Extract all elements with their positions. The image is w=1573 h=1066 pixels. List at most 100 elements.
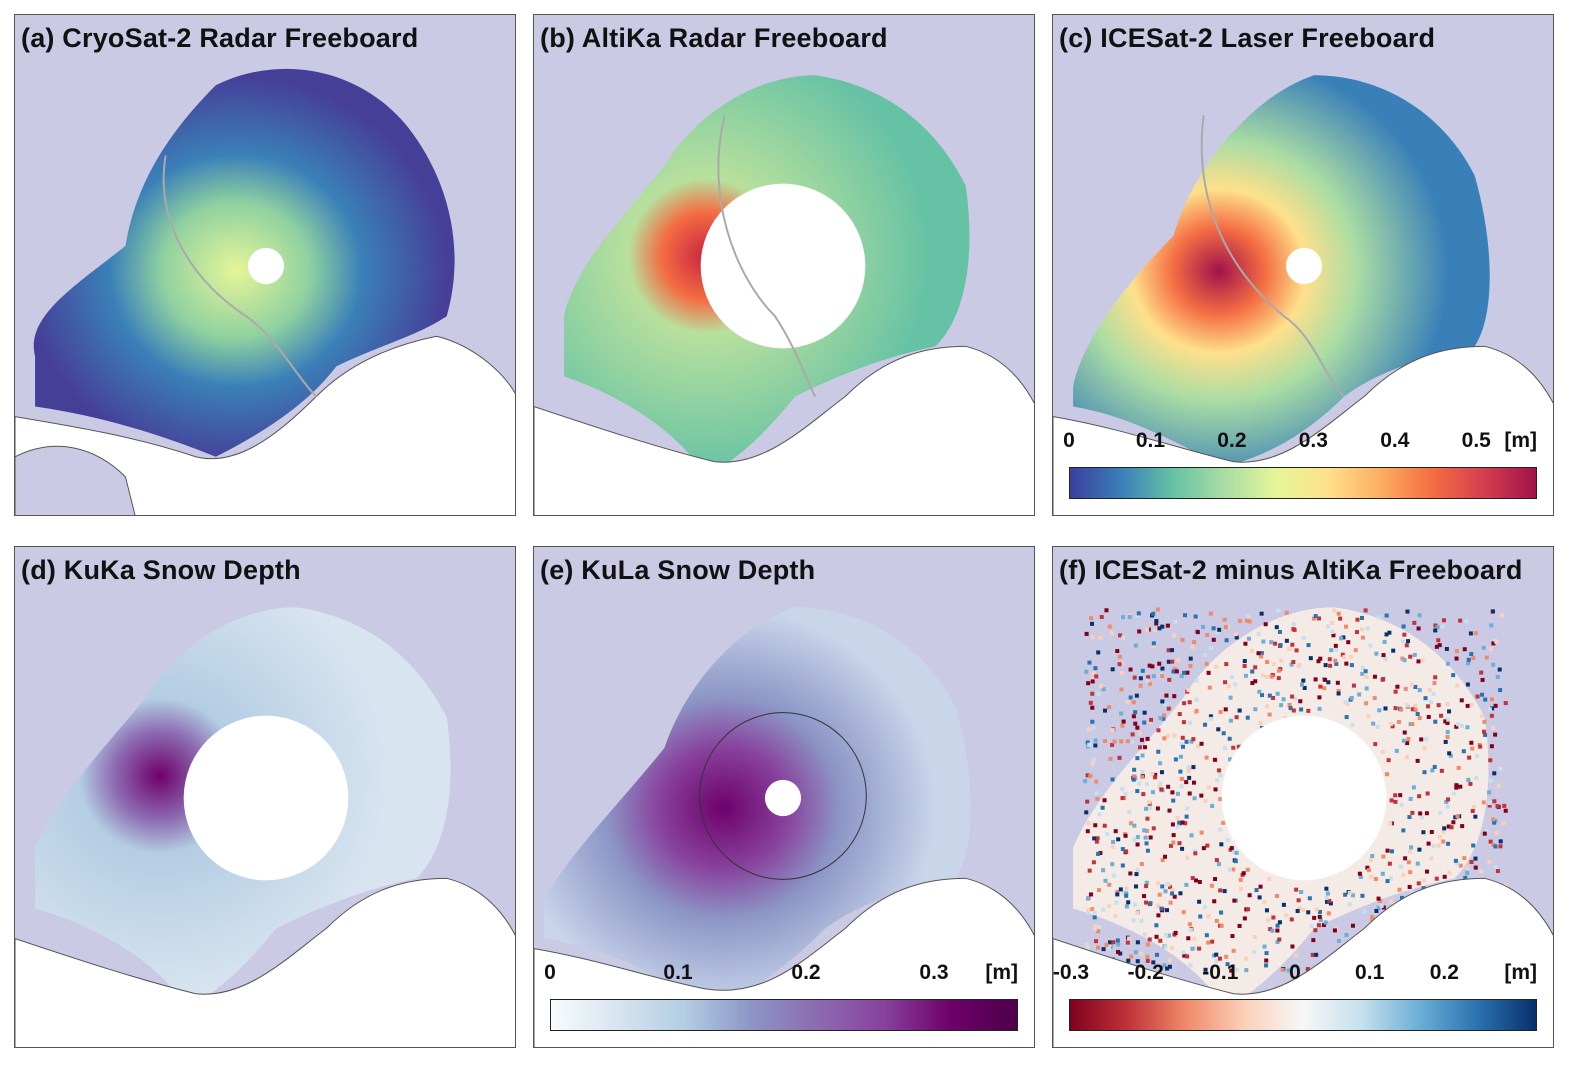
difference-cell	[1406, 736, 1411, 741]
difference-cell	[1207, 685, 1212, 690]
difference-cell	[1379, 903, 1384, 908]
difference-cell	[1202, 652, 1207, 657]
difference-cell	[1217, 956, 1222, 961]
difference-cell	[1350, 893, 1355, 898]
difference-cell	[1443, 719, 1448, 724]
difference-cell	[1243, 641, 1248, 646]
difference-cell	[1214, 778, 1219, 783]
difference-cell	[1161, 716, 1166, 721]
difference-cell	[1138, 676, 1143, 681]
difference-cell	[1384, 632, 1389, 637]
difference-cell	[1295, 908, 1300, 914]
difference-cell	[1094, 779, 1099, 784]
difference-cell	[1203, 799, 1208, 804]
difference-cell	[1135, 835, 1140, 840]
difference-cell	[1334, 661, 1339, 666]
difference-cell	[1323, 677, 1328, 682]
difference-cell	[1374, 651, 1379, 656]
difference-cell	[1501, 821, 1506, 826]
difference-cell	[1149, 717, 1154, 722]
difference-cell	[1092, 836, 1097, 841]
difference-cell	[1354, 630, 1360, 635]
difference-cell	[1144, 880, 1149, 885]
difference-cell	[1188, 656, 1193, 661]
difference-cell	[1473, 814, 1478, 819]
difference-cell	[1368, 874, 1373, 879]
difference-cell	[1323, 920, 1328, 925]
difference-cell	[1389, 798, 1394, 803]
difference-cell	[1218, 709, 1223, 714]
difference-cell	[1145, 954, 1150, 959]
difference-cell	[1314, 907, 1319, 912]
difference-cell	[1311, 938, 1316, 943]
difference-cell	[1250, 681, 1255, 686]
difference-cell	[1324, 895, 1329, 900]
difference-cell	[1388, 821, 1393, 826]
difference-cell	[1389, 899, 1394, 904]
difference-cell	[1269, 640, 1274, 645]
difference-cell	[1166, 933, 1171, 938]
difference-cell	[1487, 707, 1492, 712]
difference-cell	[1317, 909, 1322, 914]
region-boundary	[162, 155, 317, 398]
difference-cell	[1159, 906, 1164, 911]
difference-cell	[1103, 739, 1108, 744]
difference-cell	[1252, 949, 1257, 954]
difference-cell	[1128, 871, 1133, 876]
difference-cell	[1302, 685, 1307, 690]
difference-cell	[1226, 684, 1231, 689]
difference-cell	[1090, 621, 1095, 626]
difference-cell	[1197, 899, 1202, 904]
difference-cell	[1121, 890, 1126, 895]
difference-cell	[1231, 745, 1236, 750]
difference-cell	[1185, 954, 1190, 959]
difference-cell	[1173, 620, 1178, 625]
difference-cell	[1132, 823, 1137, 828]
difference-cell	[1231, 948, 1236, 953]
difference-cell	[1454, 649, 1459, 654]
difference-cell	[1110, 844, 1115, 849]
difference-cell	[1160, 699, 1165, 704]
difference-cell	[1487, 790, 1492, 795]
difference-cell	[1090, 635, 1095, 640]
difference-cell	[1135, 959, 1140, 964]
difference-cell	[1157, 626, 1162, 631]
difference-cell	[1326, 624, 1331, 629]
difference-cell	[1341, 635, 1346, 640]
difference-cell	[1391, 648, 1396, 653]
difference-cell	[1326, 911, 1331, 916]
difference-cell	[1137, 781, 1142, 786]
difference-cell	[1110, 862, 1115, 867]
difference-cell	[1332, 608, 1337, 613]
difference-cell	[1331, 633, 1336, 638]
difference-cell	[1151, 826, 1156, 831]
colorbar-freeboard: 0 0.1 0.2 0.3 0.4 0.5 [m]	[1063, 429, 1537, 499]
difference-cell	[1132, 767, 1137, 772]
difference-cell	[1085, 799, 1090, 804]
difference-cell	[1479, 869, 1484, 874]
difference-cell	[1492, 820, 1497, 825]
difference-cell	[1214, 959, 1219, 964]
difference-cell	[1253, 707, 1258, 712]
difference-cell	[1163, 889, 1168, 894]
difference-cell	[1158, 938, 1163, 943]
difference-cell	[1413, 707, 1418, 712]
difference-cell	[1433, 623, 1438, 628]
pole-hole	[1285, 247, 1323, 285]
difference-cell	[1181, 910, 1186, 915]
difference-cell	[1100, 805, 1105, 810]
colorbar-tick-label: 0.4	[1380, 429, 1410, 452]
difference-cell	[1193, 878, 1199, 883]
difference-cell	[1335, 680, 1340, 685]
difference-cell	[1492, 799, 1497, 804]
latitude-circle	[699, 712, 867, 880]
difference-cell	[1185, 806, 1190, 811]
difference-cell	[1321, 922, 1326, 927]
difference-cell	[1317, 695, 1322, 700]
colorbar-tick-label: 0.1	[663, 961, 693, 984]
difference-cell	[1112, 873, 1117, 878]
difference-cell	[1165, 733, 1170, 738]
difference-cell	[1222, 889, 1227, 894]
difference-cell	[1381, 854, 1386, 859]
difference-cell	[1190, 876, 1195, 881]
